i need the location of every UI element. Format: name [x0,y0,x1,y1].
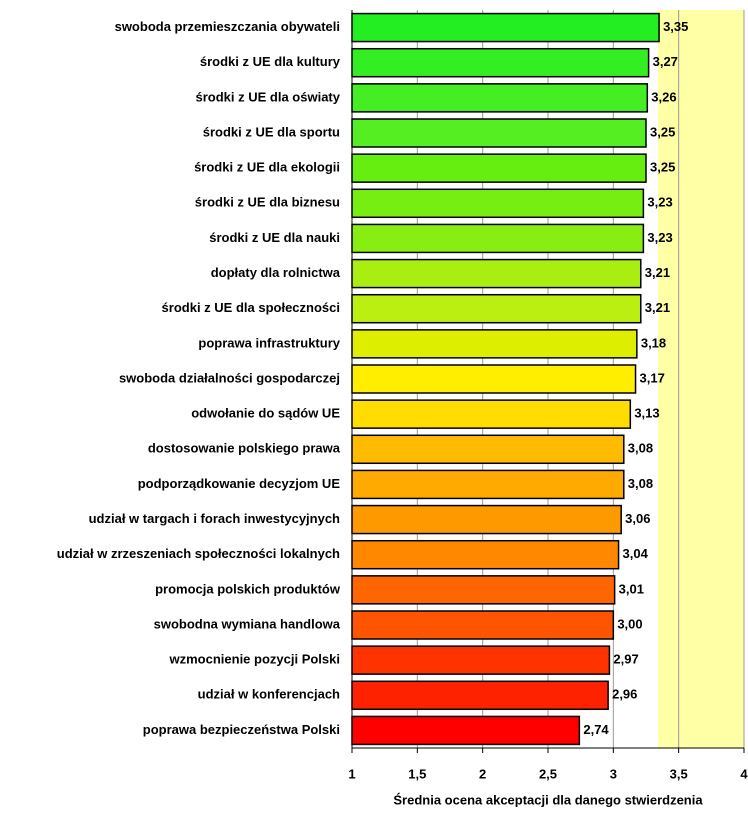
data-label: 3,13 [634,406,659,421]
x-tick-label: 2 [479,766,486,781]
y-tick-label: środki z UE dla biznesu [195,195,340,210]
y-tick-label: swoboda przemieszczania obywateli [115,19,340,34]
bar [351,223,645,254]
bar [351,399,632,429]
plot-highlight [658,10,744,748]
data-label: 3,00 [617,616,642,631]
bar [351,610,615,640]
x-tick-label: 3,5 [670,766,688,781]
y-tick-label: środki z UE dla sportu [203,124,340,139]
x-tick-label: 1,5 [408,766,426,781]
data-label: 3,17 [640,370,665,385]
bar [351,118,647,148]
data-label: 3,18 [641,335,666,350]
x-tick-label: 4 [740,766,748,781]
bar [351,680,609,711]
y-tick-label: swoboda działalności gospodarczej [119,370,340,385]
x-tick-label: 3 [610,766,617,781]
data-label: 3,35 [663,19,688,34]
bar [351,83,649,113]
x-axis-title: Średnia ocena akceptacji dla danego stwi… [393,792,703,807]
data-label: 3,27 [653,54,678,69]
y-tick-label: udział w konferencjach [198,687,340,702]
bar [351,293,642,324]
data-label: 3,08 [628,476,653,491]
data-label: 3,25 [650,160,675,175]
data-label: 3,04 [623,546,649,561]
x-tick-label: 2,5 [539,766,557,781]
data-label: 2,97 [613,652,638,667]
bar [351,258,642,289]
data-label: 2,96 [612,687,637,702]
bar [351,12,660,43]
bar [351,329,638,359]
bar [351,188,645,219]
y-tick-label: środki z UE dla społeczności [162,300,340,315]
data-label: 3,01 [619,581,644,596]
bar [351,539,620,570]
data-label: 3,23 [647,195,672,210]
y-tick-label: poprawa infrastruktury [198,335,340,350]
data-label: 3,26 [651,89,676,104]
bar [351,504,622,535]
bar [351,434,625,465]
y-tick-label: dopłaty dla rolnictwa [211,265,341,280]
bar [351,469,625,500]
data-label: 3,21 [645,300,670,315]
y-tick-label: udział w targach i forach inwestycyjnych [89,511,340,526]
bar [351,645,611,675]
data-label: 2,74 [583,722,609,737]
data-label: 3,06 [625,511,650,526]
y-tick-label: dostosowanie polskiego prawa [148,441,341,456]
y-tick-label: podporządkowanie decyzjom UE [138,476,341,491]
y-tick-label: odwołanie do sądów UE [191,406,340,421]
data-label: 3,21 [645,265,670,280]
x-tick-label: 1 [348,766,355,781]
bar [351,153,647,183]
y-tick-label: wzmocnienie pozycji Polski [169,652,341,667]
y-tick-label: środki z UE dla kultury [200,54,341,69]
y-tick-label: udział w zrzeszeniach społeczności lokal… [57,546,340,561]
y-tick-label: poprawa bezpieczeństwa Polski [143,722,340,737]
y-tick-label: środki z UE dla nauki [209,230,340,245]
data-label: 3,23 [647,230,672,245]
bar [351,364,637,394]
data-label: 3,25 [650,124,675,139]
y-tick-label: środki z UE dla oświaty [196,89,341,104]
y-tick-label: promocja polskich produktów [155,581,341,596]
data-label: 3,08 [628,441,653,456]
bar [351,575,616,605]
bar [351,715,581,746]
y-tick-label: środki z UE dla ekologii [194,160,340,175]
y-tick-label: swobodna wymiana handlowa [154,616,341,631]
bar [351,47,650,78]
